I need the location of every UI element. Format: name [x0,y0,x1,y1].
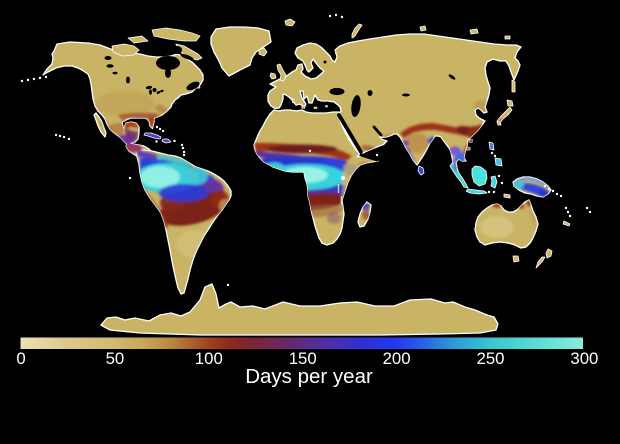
svg-text:Days per year: Days per year [245,365,373,388]
svg-text:150: 150 [289,349,317,368]
svg-text:250: 250 [477,349,505,368]
svg-text:50: 50 [106,349,125,368]
svg-text:200: 200 [383,349,411,368]
svg-text:300: 300 [570,349,598,368]
svg-text:100: 100 [195,349,223,368]
svg-text:0: 0 [16,349,25,368]
